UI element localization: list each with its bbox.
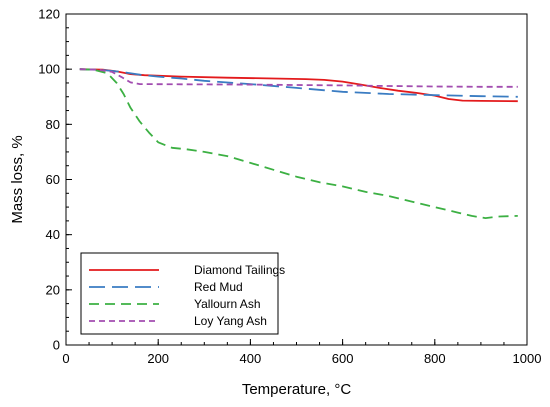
legend-label: Loy Yang Ash [194,314,267,328]
y-tick-label: 100 [38,62,60,77]
y-tick-label: 60 [46,172,60,187]
x-tick-label: 1000 [513,351,542,366]
series-line-yallourn-ash [79,68,518,219]
x-tick-label: 0 [62,351,69,366]
y-tick-label: 20 [46,282,60,297]
legend-label: Diamond Tailings [194,263,285,277]
x-tick-label: 600 [332,351,354,366]
x-tick-label: 400 [240,351,262,366]
legend-label: Yallourn Ash [194,297,261,311]
y-tick-label: 80 [46,117,60,132]
y-axis-title: Mass loss, % [9,135,26,223]
plot-area-frame [65,13,528,346]
ticks-layer: 0 200 400 600 800 1000 0 20 40 60 80 100 120 [38,7,541,367]
y-tick-label: 120 [38,7,60,22]
x-tick-label: 200 [147,351,169,366]
legend: Diamond Tailings Red Mud Yallourn Ash Loy Y… [80,252,285,335]
y-tick-label: 0 [53,338,60,353]
y-tick-label: 40 [46,227,60,242]
x-tick-label: 800 [424,351,446,366]
series-line-loy-yang-ash [79,68,518,88]
x-axis-title: Temperature, °C [242,381,352,398]
series-layer [79,68,518,219]
series-line-red-mud [79,68,518,98]
legend-label: Red Mud [194,280,243,294]
